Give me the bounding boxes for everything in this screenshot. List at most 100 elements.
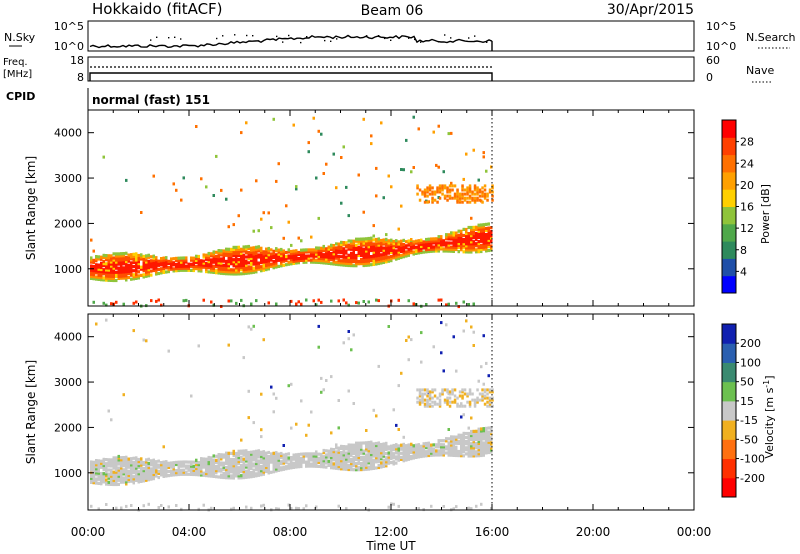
data-cell (205, 253, 208, 257)
data-cell (350, 461, 353, 466)
data-cell (262, 458, 265, 462)
data-cell (297, 257, 300, 261)
data-cell (92, 271, 95, 275)
data-cell (260, 256, 263, 261)
data-cell (147, 263, 150, 268)
data-cell (370, 461, 373, 465)
data-cell (347, 337, 350, 341)
data-cell (235, 453, 238, 458)
data-cell (257, 249, 260, 253)
data-cell (352, 455, 355, 460)
data-cell (423, 392, 427, 396)
data-cell (390, 461, 393, 465)
data-cell (317, 324, 320, 328)
data-cell (312, 458, 315, 462)
data-cell (418, 198, 422, 202)
data-cell (340, 452, 343, 457)
data-cell (432, 447, 435, 451)
data-cell (447, 437, 450, 441)
data-cell (140, 255, 143, 259)
data-cell (150, 299, 153, 303)
data-cell (455, 435, 458, 439)
data-cell (442, 170, 445, 174)
data-cell (402, 247, 405, 251)
data-cell (182, 464, 185, 468)
data-cell (460, 415, 463, 419)
data-cell (250, 460, 253, 464)
data-cell (357, 445, 360, 449)
data-cell (315, 254, 318, 258)
data-cell (332, 462, 335, 466)
data-cell (205, 270, 208, 274)
data-cell (392, 252, 395, 256)
data-cell (307, 464, 310, 468)
data-cell (132, 265, 135, 269)
data-cell (332, 248, 335, 252)
data-cell (425, 441, 428, 446)
data-cell (337, 504, 340, 508)
data-cell (125, 264, 128, 268)
data-cell (432, 451, 435, 455)
data-cell (347, 330, 350, 333)
data-cell (355, 462, 358, 466)
data-cell (125, 270, 128, 274)
data-cell (160, 271, 163, 275)
data-cell (220, 457, 223, 461)
data-cell (423, 188, 427, 192)
data-cell (482, 447, 485, 451)
data-cell (320, 254, 323, 259)
data-cell (117, 276, 120, 280)
data-cell (417, 239, 420, 243)
data-cell (95, 322, 98, 326)
data-cell (227, 272, 230, 276)
data-cell (345, 507, 348, 511)
data-cell (443, 398, 447, 402)
data-cell (438, 398, 442, 402)
data-cell (380, 247, 383, 251)
data-cell (490, 430, 493, 434)
data-cell (463, 404, 467, 408)
data-cell (165, 468, 168, 472)
data-cell (115, 456, 118, 460)
data-cell (305, 460, 308, 464)
data-cell (330, 431, 333, 435)
data-cell (190, 468, 193, 472)
data-cell (412, 450, 415, 454)
data-cell (370, 242, 373, 246)
data-cell (227, 453, 230, 457)
data-cell (377, 463, 380, 467)
data-cell (192, 464, 195, 468)
data-cell (412, 242, 415, 246)
data-cell (150, 259, 153, 263)
data-cell (382, 450, 385, 454)
data-cell (442, 439, 445, 443)
data-cell (345, 461, 348, 465)
data-cell (295, 422, 298, 426)
data-cell (212, 266, 215, 270)
data-cell (100, 475, 103, 480)
data-cell (295, 249, 298, 253)
data-cell (412, 302, 415, 306)
data-cell (160, 303, 163, 307)
data-cell (265, 261, 268, 265)
data-cell (317, 460, 320, 464)
data-cell (107, 270, 110, 274)
data-cell (222, 463, 225, 467)
data-cell (297, 461, 300, 465)
data-cell (337, 454, 340, 458)
data-cell (100, 274, 103, 278)
data-cell (482, 441, 485, 445)
data-cell (127, 257, 130, 261)
data-cell (317, 452, 320, 456)
data-cell (335, 186, 338, 190)
data-cell (402, 455, 405, 459)
data-cell (217, 465, 220, 469)
data-cell (387, 461, 390, 465)
data-cell (422, 454, 425, 458)
data-cell (257, 463, 260, 467)
data-cell (245, 459, 248, 463)
data-cell (445, 439, 448, 443)
data-cell (310, 462, 313, 466)
data-cell (110, 418, 113, 422)
data-cell (250, 452, 253, 456)
